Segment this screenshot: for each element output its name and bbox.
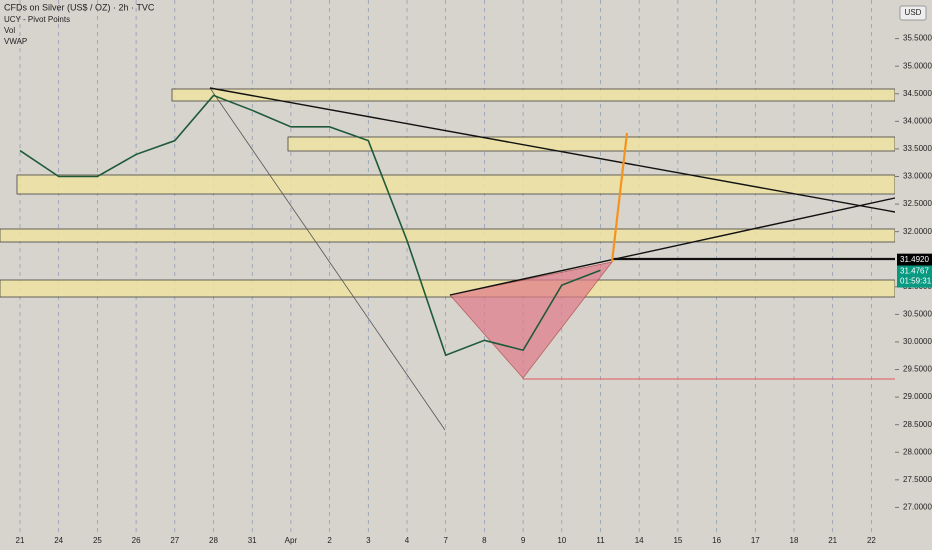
price-label: 31.4920: [900, 255, 929, 264]
x-tick-label: 9: [521, 536, 526, 545]
y-tick-label: 33.5000: [903, 144, 932, 153]
zone: [287, 136, 896, 152]
y-tick-label: 34.5000: [903, 89, 932, 98]
price-label-box: [897, 253, 932, 266]
zone: [171, 88, 896, 102]
trendline: [209, 87, 896, 213]
y-tick-label: 34.0000: [903, 116, 932, 125]
chart-title: CFDs on Silver (US$ / OZ) · 2h · TVC: [4, 2, 155, 12]
trendline: [449, 197, 896, 296]
x-tick-label: 26: [132, 536, 141, 545]
x-tick-label: 2: [327, 536, 332, 545]
zone: [0, 228, 896, 243]
price-label-box: [897, 265, 932, 288]
pattern-triangle: [449, 261, 613, 379]
x-tick-label: 24: [54, 536, 63, 545]
x-tick-label: 21: [16, 536, 25, 545]
y-tick-label: 29.0000: [903, 392, 932, 401]
y-tick-label: 32.5000: [903, 199, 932, 208]
x-tick-label: 18: [790, 536, 799, 545]
y-tick-label: 27.0000: [903, 503, 932, 512]
zone: [0, 279, 896, 298]
y-tick-label: 27.5000: [903, 475, 932, 484]
y-tick-label: 29.5000: [903, 365, 932, 374]
x-tick-label: 14: [635, 536, 644, 545]
currency-box: [899, 5, 927, 21]
indicator: Vol: [4, 26, 15, 35]
x-tick-label: 4: [405, 536, 410, 545]
x-tick-label: 31: [248, 536, 257, 545]
currency: USD: [905, 8, 922, 17]
y-tick-label: 32.0000: [903, 227, 932, 236]
drop-line: [209, 87, 446, 431]
x-tick-label: 10: [557, 536, 566, 545]
x-tick-label: 21: [828, 536, 837, 545]
projection: [610, 132, 629, 263]
y-tick-label: 28.0000: [903, 447, 932, 456]
x-tick-label: 25: [93, 536, 102, 545]
y-tick-label: 28.5000: [903, 420, 932, 429]
y-tick-label: 30.5000: [903, 309, 932, 318]
y-tick-label: 35.5000: [903, 34, 932, 43]
x-tick-label: 28: [209, 536, 218, 545]
x-tick-label: 3: [366, 536, 371, 545]
countdown: 01:59:31: [900, 277, 932, 286]
x-tick-label: 16: [712, 536, 721, 545]
y-tick-label: 35.0000: [903, 61, 932, 70]
price-label: 31.4767: [900, 267, 929, 276]
x-tick-label: 11: [596, 536, 605, 545]
x-tick-label: 17: [751, 536, 760, 545]
x-tick-label: Apr: [285, 536, 298, 545]
x-tick-label: 8: [482, 536, 487, 545]
x-tick-label: 27: [170, 536, 179, 545]
x-tick-label: 22: [867, 536, 876, 545]
indicator: VWAP: [4, 37, 27, 46]
y-tick-label: 30.0000: [903, 337, 932, 346]
y-tick-label: 33.0000: [903, 172, 932, 181]
price-line: [19, 94, 601, 357]
zone: [16, 174, 896, 195]
x-tick-label: 15: [673, 536, 682, 545]
x-tick-label: 7: [443, 536, 448, 545]
indicator: UCY - Pivot Points: [4, 15, 70, 24]
